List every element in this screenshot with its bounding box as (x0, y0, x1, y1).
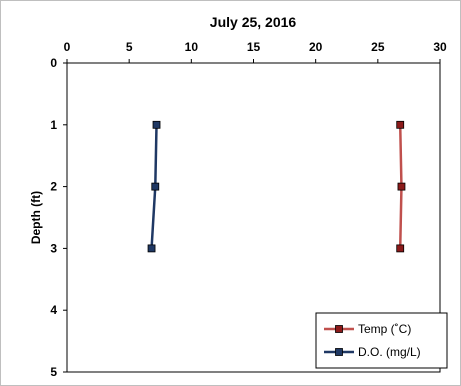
x-tick-label: 0 (64, 40, 71, 54)
data-point (151, 182, 160, 191)
legend-label: Temp (˚C) (358, 322, 411, 336)
chart-title: July 25, 2016 (210, 14, 297, 30)
y-tick-label: 4 (50, 303, 57, 317)
legend-swatch-marker (335, 325, 343, 333)
x-tick-label: 25 (371, 40, 385, 54)
y-axis-title: Depth (ft) (29, 191, 43, 244)
data-point (396, 120, 405, 129)
data-point (396, 244, 405, 253)
legend: Temp (˚C) D.O. (mg/L) (315, 312, 448, 369)
y-tick-label: 0 (50, 56, 57, 70)
series-layer (147, 120, 406, 253)
y-tick-label: 3 (50, 241, 57, 255)
x-tick-label: 15 (247, 40, 261, 54)
legend-box (315, 312, 448, 369)
data-point (397, 182, 406, 191)
x-tick-label: 5 (126, 40, 133, 54)
x-axis: 0 5 10 15 20 25 30 (64, 40, 447, 63)
legend-label: D.O. (mg/L) (358, 345, 421, 359)
y-tick-label: 1 (50, 118, 57, 132)
y-axis: 0 1 2 3 4 5 (50, 56, 67, 379)
x-tick-label: 10 (185, 40, 199, 54)
data-point (147, 244, 156, 253)
legend-swatch-marker (335, 348, 343, 356)
y-tick-label: 5 (50, 365, 57, 379)
y-tick-label: 2 (50, 180, 57, 194)
data-point (152, 120, 161, 129)
x-tick-label: 20 (309, 40, 323, 54)
x-tick-label: 30 (433, 40, 447, 54)
